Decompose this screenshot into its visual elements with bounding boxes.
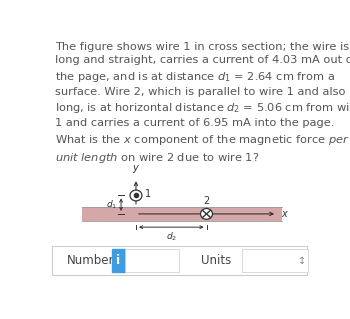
Text: Number: Number [67,254,114,267]
Text: The figure shows wire 1 in cross section; the wire is
long and straight, carries: The figure shows wire 1 in cross section… [55,42,350,165]
Text: ↕: ↕ [298,256,306,266]
Text: $d_2$: $d_2$ [166,230,177,243]
Text: $d_1$: $d_1$ [106,198,118,211]
Text: $x$: $x$ [281,209,289,219]
Bar [242,249,308,272]
Text: Units: Units [201,254,231,267]
Text: 1: 1 [145,189,151,199]
Circle shape [201,209,212,219]
Bar [82,207,282,221]
Bar [52,246,307,275]
Bar [112,249,125,272]
Text: $y$: $y$ [132,163,140,175]
Circle shape [130,190,142,201]
Bar [125,249,179,272]
Text: i: i [116,254,120,267]
Text: 2: 2 [203,196,210,206]
